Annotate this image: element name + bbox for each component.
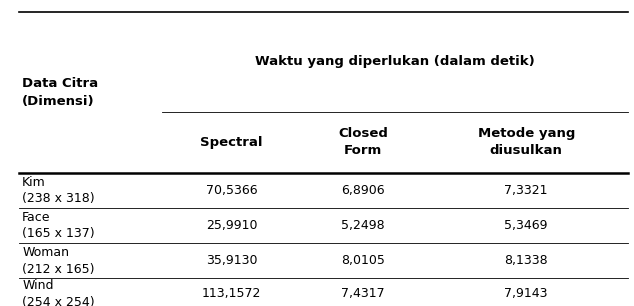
Text: 113,1572: 113,1572 — [202, 287, 261, 300]
Text: Data Citra
(Dimensi): Data Citra (Dimensi) — [22, 77, 98, 108]
Text: 7,9143: 7,9143 — [505, 287, 548, 300]
Text: Kim
(238 x 318): Kim (238 x 318) — [22, 176, 95, 205]
Text: 6,8906: 6,8906 — [341, 184, 385, 197]
Text: Waktu yang diperlukan (dalam detik): Waktu yang diperlukan (dalam detik) — [255, 55, 534, 69]
Text: Wind
(254 x 254): Wind (254 x 254) — [22, 279, 95, 306]
Text: Woman
(212 x 165): Woman (212 x 165) — [22, 246, 94, 276]
Text: 5,3469: 5,3469 — [505, 219, 548, 232]
Text: 7,4317: 7,4317 — [341, 287, 385, 300]
Text: 5,2498: 5,2498 — [341, 219, 385, 232]
Text: 8,1338: 8,1338 — [505, 254, 548, 267]
Text: Closed
Form: Closed Form — [338, 127, 388, 157]
Text: 70,5366: 70,5366 — [205, 184, 257, 197]
Text: 25,9910: 25,9910 — [205, 219, 257, 232]
Text: Face
(165 x 137): Face (165 x 137) — [22, 211, 95, 241]
Text: 35,9130: 35,9130 — [205, 254, 257, 267]
Text: Metode yang
diusulkan: Metode yang diusulkan — [477, 127, 575, 157]
Text: Spectral: Spectral — [200, 136, 262, 149]
Text: 8,0105: 8,0105 — [341, 254, 385, 267]
Text: 7,3321: 7,3321 — [505, 184, 548, 197]
